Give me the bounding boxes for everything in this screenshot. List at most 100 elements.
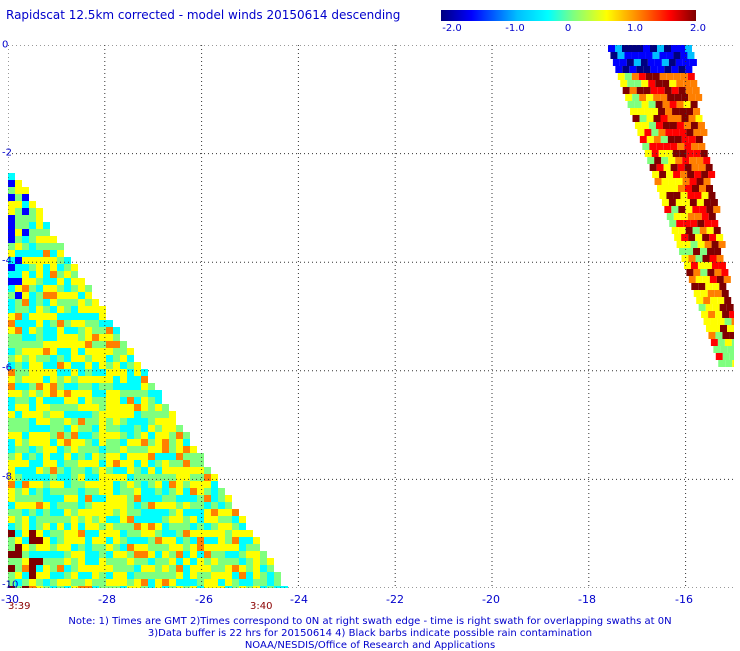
wind-cell [622,87,630,94]
wind-cell [713,206,721,213]
wind-cell [678,45,685,52]
wind-cell [15,390,22,397]
wind-cell [232,509,239,516]
wind-cell [653,136,661,143]
wind-cell [92,404,99,411]
wind-cell [696,297,704,304]
wind-cell [15,586,22,588]
wind-cell [106,418,113,425]
wind-cell [638,52,646,59]
wind-cell [36,565,43,572]
wind-cell [127,495,134,502]
wind-cell [197,481,204,488]
wind-cell [204,467,211,474]
wind-cell [671,185,678,192]
wind-cell [78,586,85,588]
wind-cell [22,376,29,383]
wind-cell [648,101,656,108]
wind-cell [22,194,29,201]
wind-cell [629,87,637,94]
wind-cell [8,523,15,530]
wind-cell [29,579,36,586]
wind-cell [92,390,99,397]
wind-cell [706,206,714,213]
wind-cell [29,327,36,334]
wind-cell [684,143,692,150]
wind-cell [71,320,78,327]
wind-cell [22,467,29,474]
wind-cell [246,572,253,579]
wind-cell [29,369,36,376]
wind-cell [646,136,654,143]
wind-cell [64,509,71,516]
wind-cell [644,108,652,115]
wind-cell [113,530,120,537]
wind-cell [15,341,22,348]
footnote-line-2: 3)Data buffer is 22 hrs for 20150614 4) … [147,628,593,639]
wind-cell [666,73,674,80]
wind-cell [78,425,85,432]
wind-cell [225,516,232,523]
wind-cell [148,467,155,474]
wind-cell [639,94,647,101]
wind-cell [57,250,64,257]
wind-cell [699,206,707,213]
wind-cell [50,411,57,418]
wind-cell [64,460,71,467]
wind-cell [113,390,120,397]
wind-cell [680,213,688,220]
wind-cell [183,502,190,509]
wind-cell [134,565,141,572]
wind-cell [99,390,106,397]
wind-cell [85,579,92,586]
wind-cell [664,185,671,192]
wind-cell [15,383,22,390]
wind-cell [197,544,204,551]
wind-cell [64,264,71,271]
wind-cell [134,474,141,481]
wind-cell [29,397,36,404]
wind-cell [29,565,36,572]
wind-cell [8,278,15,285]
wind-cell [148,481,155,488]
wind-cell [134,397,141,404]
wind-cell [127,586,134,588]
wind-cell [653,115,661,122]
wind-cell [678,66,686,73]
wind-cell [183,439,190,446]
wind-cell [57,327,64,334]
wind-cell [127,579,134,586]
wind-cell [113,348,120,355]
wind-cell [169,460,176,467]
wind-cell [232,537,239,544]
wind-cell [99,488,106,495]
wind-cell [127,411,134,418]
wind-cell [57,558,64,565]
wind-cell [15,208,22,215]
wind-cell [120,376,127,383]
wind-cell [673,52,681,59]
wind-cell [657,66,665,73]
wind-cell [106,453,113,460]
wind-cell [638,73,646,80]
wind-cell [155,551,162,558]
wind-cell [71,404,78,411]
wind-cell [662,80,670,87]
wind-cell [8,285,15,292]
wind-cell [689,157,697,164]
wind-cell [78,453,85,460]
wind-cell [682,59,690,66]
wind-cell [120,348,127,355]
wind-cell [50,565,57,572]
wind-cell [197,516,204,523]
wind-cell [662,101,670,108]
wind-cell [71,523,78,530]
wind-cell [43,544,50,551]
wind-cell [155,523,162,530]
wind-cell [99,453,106,460]
wind-cell [99,320,106,327]
wind-cell [678,87,686,94]
wind-cell [29,250,36,257]
y-tick-label: -2 [2,147,12,159]
wind-cell [92,418,99,425]
